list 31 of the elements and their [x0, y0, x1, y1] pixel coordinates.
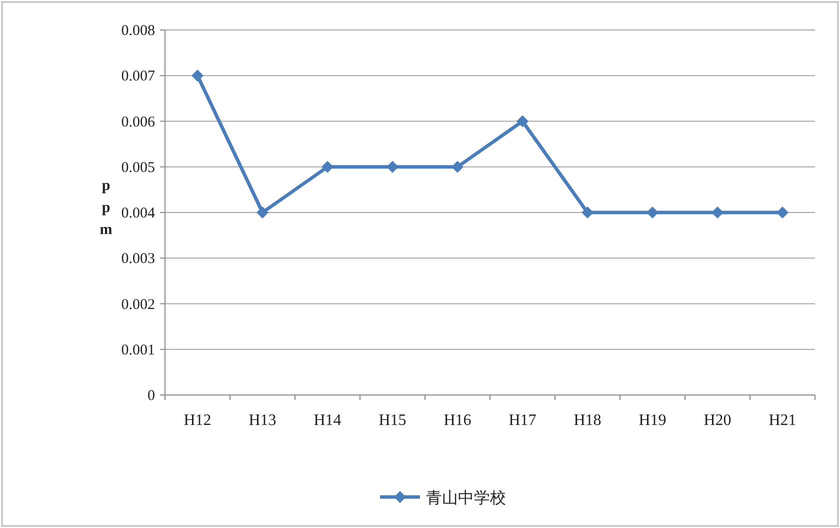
x-tick-label: H12 — [184, 412, 212, 429]
y-tick-label: 0.008 — [121, 23, 155, 39]
x-tick-label: H20 — [704, 412, 732, 429]
x-tick-label: H17 — [508, 412, 536, 429]
point — [582, 206, 594, 218]
y-tick-label: 0.007 — [121, 68, 156, 85]
x-tick-label: H16 — [444, 412, 472, 429]
x-tick-label: H14 — [314, 412, 342, 429]
y-tick-label: 0.001 — [121, 342, 155, 358]
point — [516, 115, 528, 128]
x-tick-label: H18 — [574, 412, 602, 429]
y-tick-label: 0 — [148, 388, 155, 404]
y-tick-label: 0.002 — [121, 296, 155, 313]
x-tick-label: H13 — [248, 412, 276, 429]
point — [386, 160, 398, 173]
point — [452, 160, 464, 173]
y-tick-label: 0.004 — [121, 206, 156, 222]
y-tick-label: 0.003 — [121, 251, 155, 268]
point — [322, 160, 334, 173]
legend-label: 青山中学校 — [426, 488, 506, 507]
x-tick-label: H21 — [768, 412, 796, 429]
y-tick-label: 0.006 — [121, 114, 156, 130]
point — [256, 206, 268, 218]
point — [646, 206, 658, 218]
point — [776, 206, 788, 218]
point — [712, 206, 724, 218]
y-tick-label: 0.005 — [121, 160, 155, 176]
x-tick-label: H15 — [378, 412, 406, 429]
y-axis-title: ppm — [100, 178, 113, 238]
point — [192, 70, 204, 82]
x-tick-label: H19 — [638, 412, 666, 429]
